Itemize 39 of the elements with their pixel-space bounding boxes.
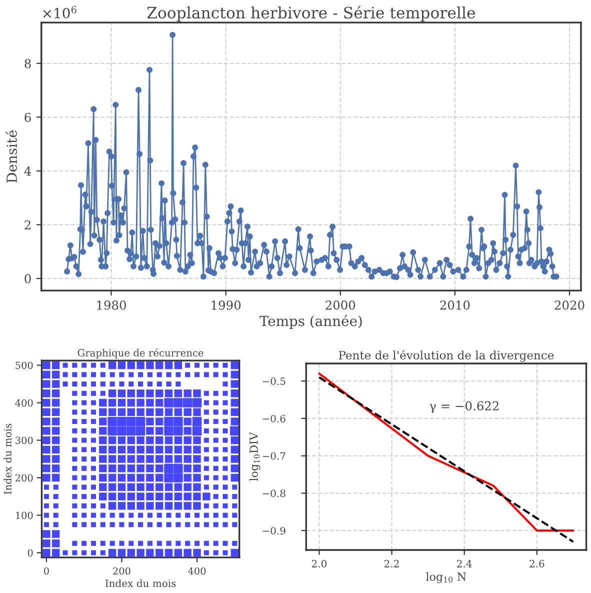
- y-tick-label: −0.6: [262, 414, 286, 422]
- y-axis-title: log$_{10}$DIV: [249, 432, 260, 481]
- y-tick-label: −0.8: [262, 490, 286, 498]
- annotation: γ = −0.622: [430, 401, 498, 413]
- y-tick-label: 100: [16, 512, 33, 520]
- y-axis-title: Index du mois: [4, 424, 12, 494]
- x-tick-label: 2010: [440, 300, 470, 310]
- y-tick-label: 4: [24, 166, 32, 176]
- y-tick-label: 200: [15, 474, 33, 482]
- x-tick-label: 2.2: [384, 560, 399, 568]
- x-axis-title: Temps (année): [260, 314, 362, 329]
- x-tick-label: 400: [188, 567, 206, 575]
- x-tick-label: 200: [113, 567, 130, 575]
- chart-title: Pente de l'évolution de la divergence: [338, 350, 554, 362]
- y-tick-label: −0.9: [262, 526, 286, 535]
- y-tick-label: −0.7: [262, 452, 286, 460]
- x-tick-label: 2.6: [530, 560, 544, 568]
- x-axis-title: log$_{10}$ N: [426, 572, 466, 584]
- y-tick-label: −0.5: [262, 377, 286, 386]
- y-tick-label: 300: [16, 436, 33, 444]
- y-tick-label: 2: [24, 220, 30, 230]
- y-tick-label: 6: [24, 112, 31, 122]
- y-axis-title: Densité: [6, 130, 18, 183]
- y-tick-label: 0: [24, 274, 31, 284]
- chart-title: Zooplancton herbivore - Série temporelle: [147, 6, 476, 22]
- y-tick-label: 8: [24, 58, 31, 68]
- text: ×10$^{6}$: [43, 6, 76, 18]
- y-tick-label: 0: [28, 549, 33, 557]
- x-tick-label: 1980: [97, 300, 126, 310]
- chart-title: Graphique de récurrence: [78, 348, 204, 358]
- x-tick-label: 2000: [326, 300, 356, 310]
- y-tick-label: 400: [15, 399, 33, 407]
- x-tick-label: 2.4: [457, 560, 472, 568]
- x-tick-label: 0: [44, 567, 49, 575]
- y-tick-label: 500: [16, 362, 33, 370]
- x-tick-label: 2020: [554, 300, 584, 310]
- x-tick-label: 2.0: [312, 560, 326, 568]
- x-tick-label: 1990: [212, 300, 241, 310]
- x-axis-title: Index du mois: [105, 579, 176, 588]
